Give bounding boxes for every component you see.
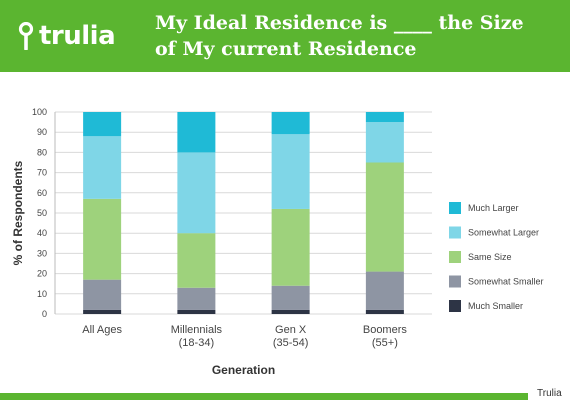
- headline-line-2: of My current Residence: [155, 38, 417, 60]
- legend-label: Somewhat Smaller: [468, 277, 544, 287]
- y-axis-title: % of Respondents: [11, 160, 25, 265]
- legend-label: Somewhat Larger: [468, 228, 539, 238]
- header-banner: trulia My Ideal Residence is ____ the Si…: [0, 0, 570, 72]
- y-tick-label: 20: [37, 269, 47, 279]
- bar-segment-same-size: [83, 198, 122, 280]
- x-tick-label: All Ages: [82, 324, 122, 336]
- bar-segment-much-smaller: [365, 309, 404, 314]
- stacked-bar-chart: 0 10 20 30 40 50 60 70 80 90 100 All Ages Millennial…: [11, 107, 544, 377]
- logo-text: trulia: [39, 21, 116, 51]
- bar-segment-somewhat-smaller: [365, 271, 404, 310]
- y-tick-label: 70: [37, 168, 47, 178]
- source-credit: Trulia: [537, 388, 562, 399]
- bar-segment-much-larger: [177, 112, 216, 153]
- bar-segment-somewhat-larger: [177, 152, 216, 234]
- bar-segment-much-smaller: [177, 309, 216, 314]
- x-tick-label: (55+): [372, 337, 398, 349]
- legend-swatch: [449, 275, 461, 288]
- chart-headline: My Ideal Residence is ____ the Size of M…: [155, 10, 555, 62]
- x-tick-label: Gen X: [275, 324, 307, 336]
- bar-segment-same-size: [271, 208, 310, 286]
- x-tick-label: Millennials: [171, 324, 223, 336]
- legend-label: Much Larger: [468, 203, 519, 213]
- x-tick-label: (18-34): [179, 337, 214, 349]
- x-axis-title: Generation: [212, 363, 275, 377]
- bar-segment-somewhat-larger: [271, 134, 310, 209]
- bar-segment-somewhat-smaller: [83, 279, 122, 310]
- trulia-logo: trulia: [16, 18, 116, 54]
- y-tick-label: 80: [37, 147, 47, 157]
- legend-swatch: [449, 300, 461, 312]
- legend-swatch: [449, 202, 461, 214]
- bar-segment-much-smaller: [83, 309, 122, 314]
- bar-segment-same-size: [365, 162, 404, 272]
- bar-segment-somewhat-larger: [365, 122, 404, 163]
- bar-segment-somewhat-larger: [83, 136, 122, 199]
- bar-segment-much-larger: [271, 112, 310, 135]
- y-tick-label: 40: [37, 228, 47, 238]
- y-tick-label: 100: [32, 107, 47, 117]
- legend-swatch: [449, 226, 461, 239]
- bar-segment-somewhat-smaller: [177, 287, 216, 310]
- y-tick-label: 50: [37, 208, 47, 218]
- bar-segment-much-larger: [365, 112, 404, 123]
- bar-segment-much-smaller: [271, 309, 310, 314]
- x-tick-label: Boomers: [363, 324, 408, 336]
- bar-segment-same-size: [177, 233, 216, 288]
- y-tick-label: 30: [37, 248, 47, 258]
- headline-line-1: My Ideal Residence is ____ the Size: [155, 12, 524, 34]
- x-tick-label: (35-54): [273, 337, 308, 349]
- bar-segment-somewhat-smaller: [271, 285, 310, 310]
- legend-label: Same Size: [468, 252, 512, 262]
- legend-label: Much Smaller: [468, 301, 523, 311]
- y-tick-label: 10: [37, 289, 47, 299]
- legend-swatch: [449, 251, 461, 263]
- y-tick-label: 60: [37, 188, 47, 198]
- y-tick-label: 90: [37, 127, 47, 137]
- y-tick-label: 0: [42, 309, 47, 319]
- bar-segment-much-larger: [83, 112, 122, 137]
- location-pin-icon: [18, 22, 34, 50]
- footer-bar: [0, 393, 528, 400]
